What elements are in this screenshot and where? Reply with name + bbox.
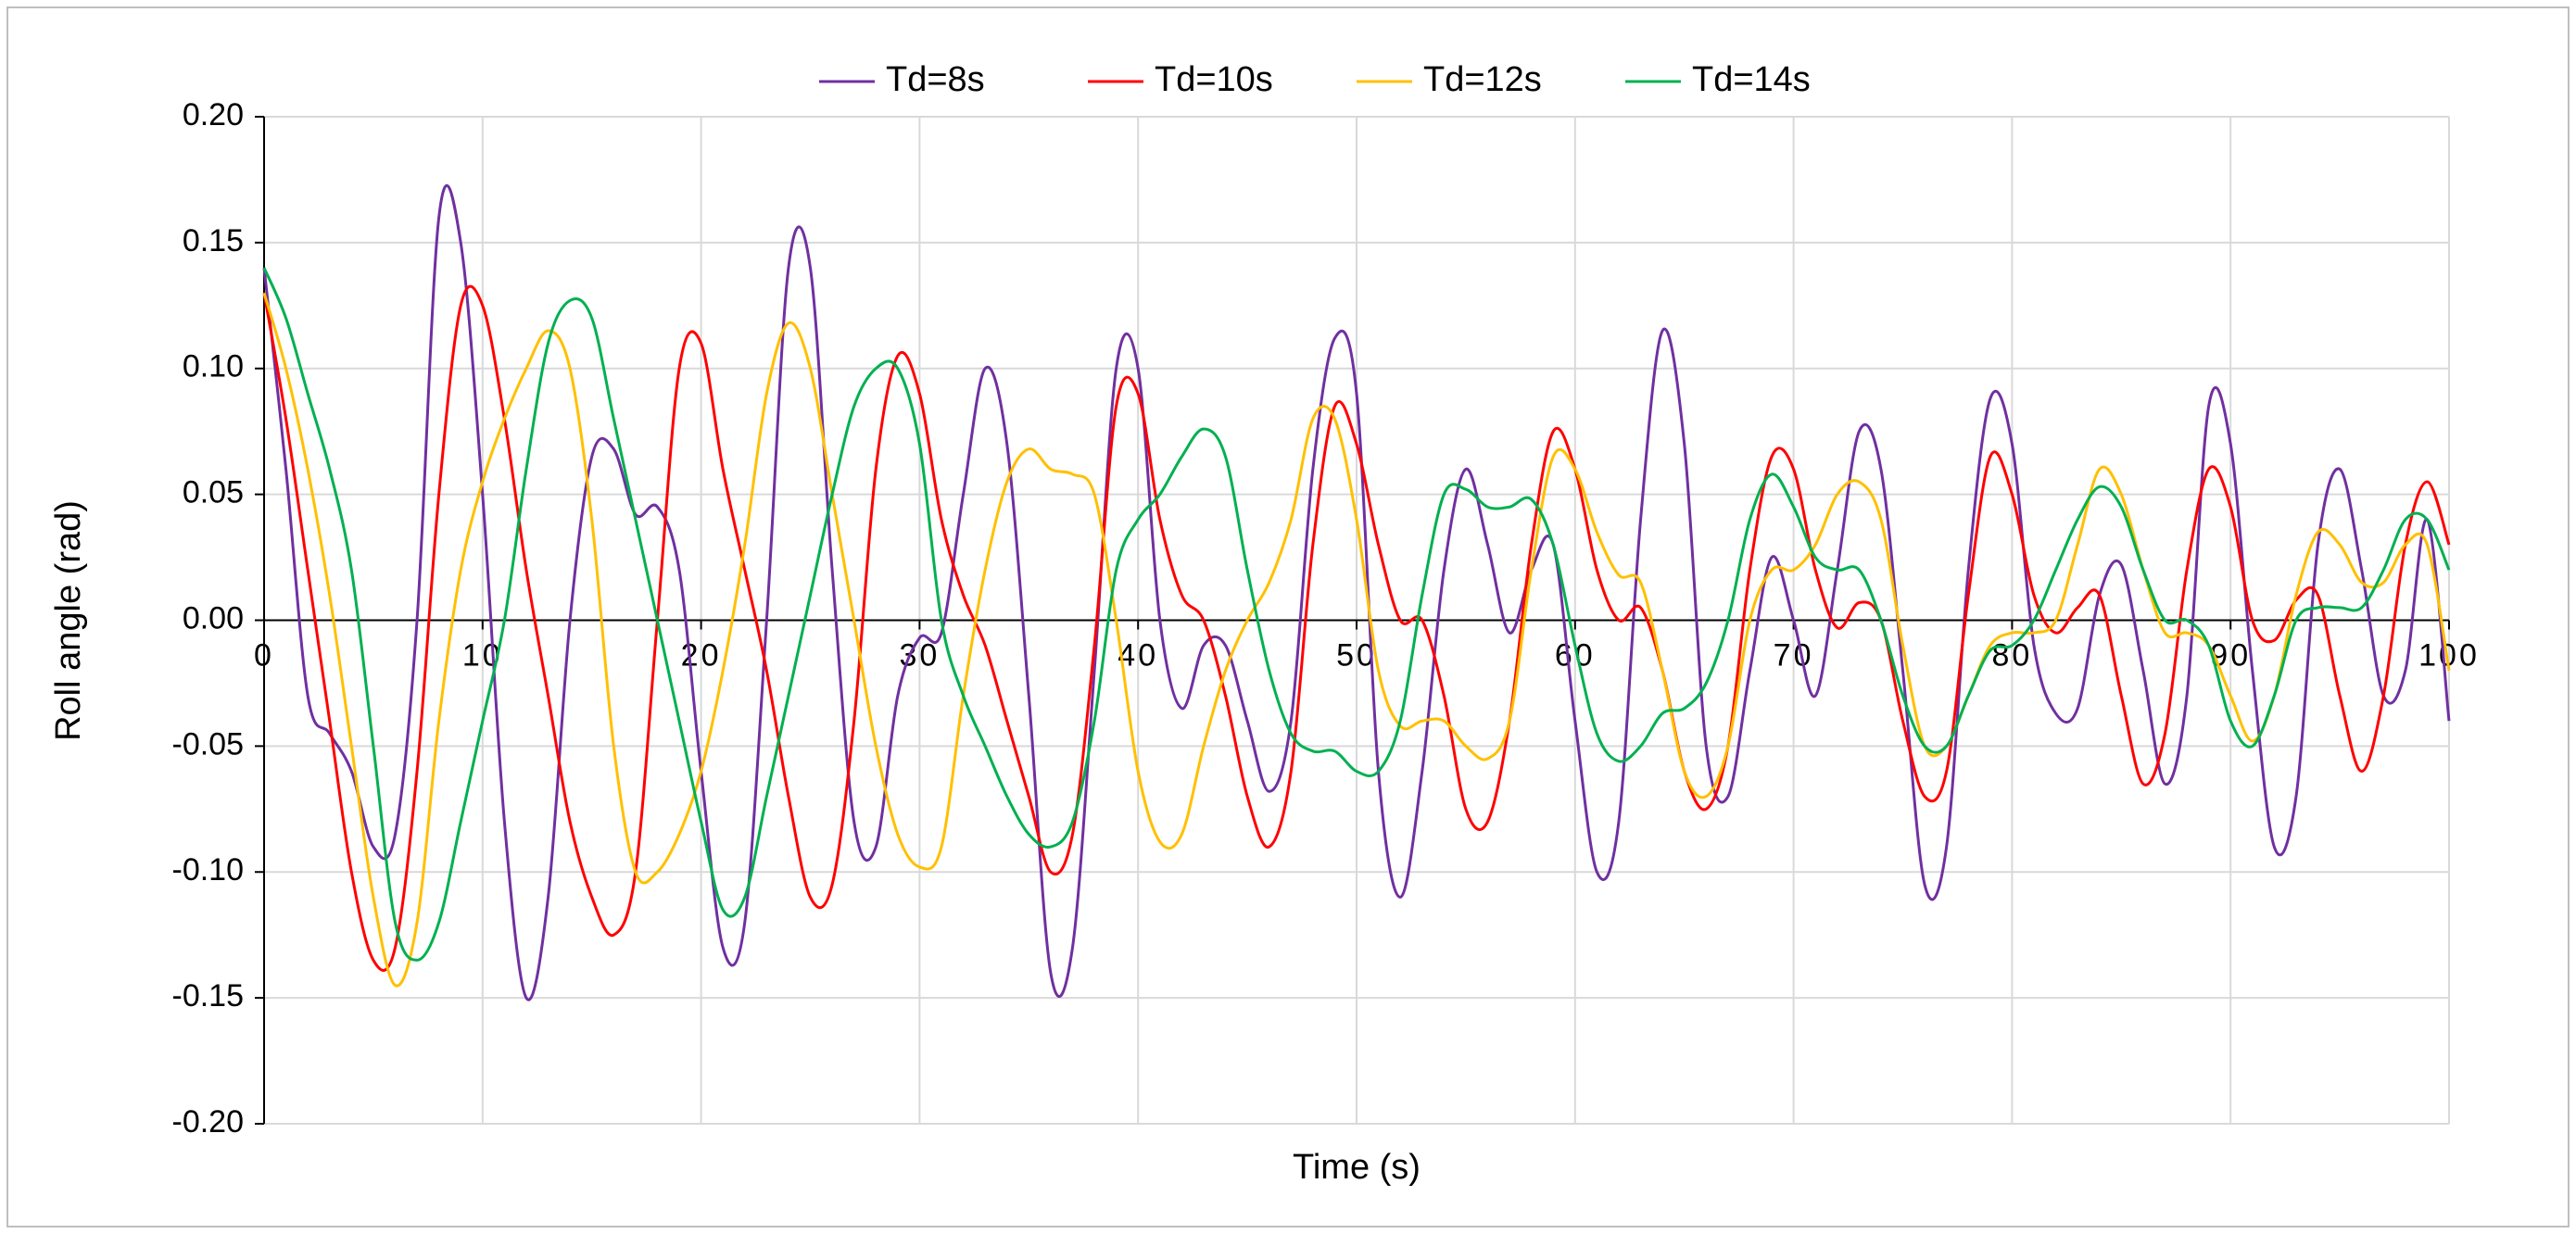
y-tick-label: -0.15 <box>172 978 245 1014</box>
series-line <box>262 292 2451 988</box>
series-line <box>262 284 2451 972</box>
series-line <box>262 183 2451 1001</box>
y-tick-label: 0.05 <box>183 475 244 510</box>
y-tick-label: -0.10 <box>172 852 245 888</box>
y-axis-title: Roll angle (rad) <box>49 500 88 741</box>
x-tick-label: 50 <box>1336 637 1377 673</box>
legend-label: Td=12s <box>1423 60 1542 99</box>
x-tick-label: 70 <box>1774 637 1814 673</box>
chart-border <box>6 6 2570 1228</box>
x-axis-title: Time (s) <box>1293 1148 1421 1187</box>
y-tick-label: 0.15 <box>183 223 244 258</box>
y-tick-label: -0.20 <box>172 1104 245 1140</box>
series-line <box>262 267 2451 962</box>
x-tick-label: 0 <box>254 637 274 673</box>
y-tick-label: 0.10 <box>183 349 244 384</box>
y-tick-label: 0.20 <box>183 97 244 132</box>
x-tick-label: 80 <box>1991 637 2032 673</box>
legend-label: Td=10s <box>1155 60 1273 99</box>
y-tick-label: 0.00 <box>183 600 244 636</box>
legend-label: Td=8s <box>886 60 985 99</box>
legend-label: Td=14s <box>1692 60 1811 99</box>
y-tick-label: -0.05 <box>172 726 245 762</box>
